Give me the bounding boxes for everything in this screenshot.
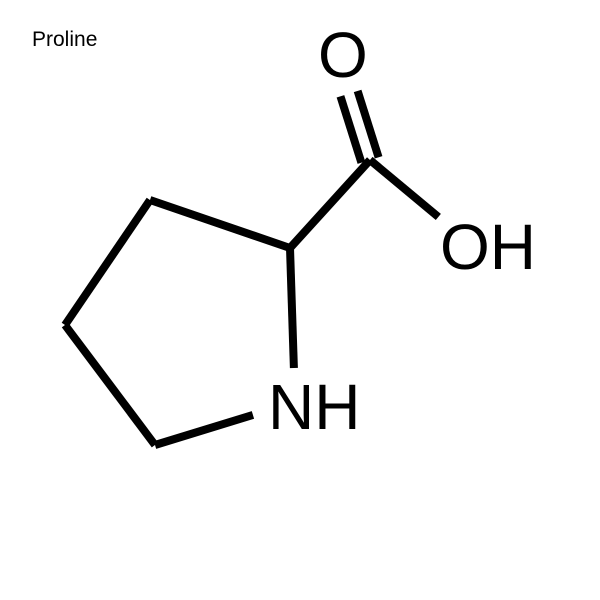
- bond: [150, 200, 290, 248]
- bond: [370, 160, 438, 217]
- bond: [65, 325, 155, 445]
- bond: [358, 91, 379, 157]
- atom-label-oh: OH: [440, 210, 536, 284]
- atom-label-o: O: [318, 18, 368, 92]
- bond: [65, 200, 150, 325]
- bond: [155, 415, 253, 445]
- bond: [290, 160, 370, 248]
- molecule-diagram: Proline NHOOH: [0, 0, 600, 600]
- atom-label-nh: NH: [268, 370, 360, 444]
- bond-layer: [0, 0, 600, 600]
- bond: [290, 248, 294, 368]
- bond: [340, 96, 361, 162]
